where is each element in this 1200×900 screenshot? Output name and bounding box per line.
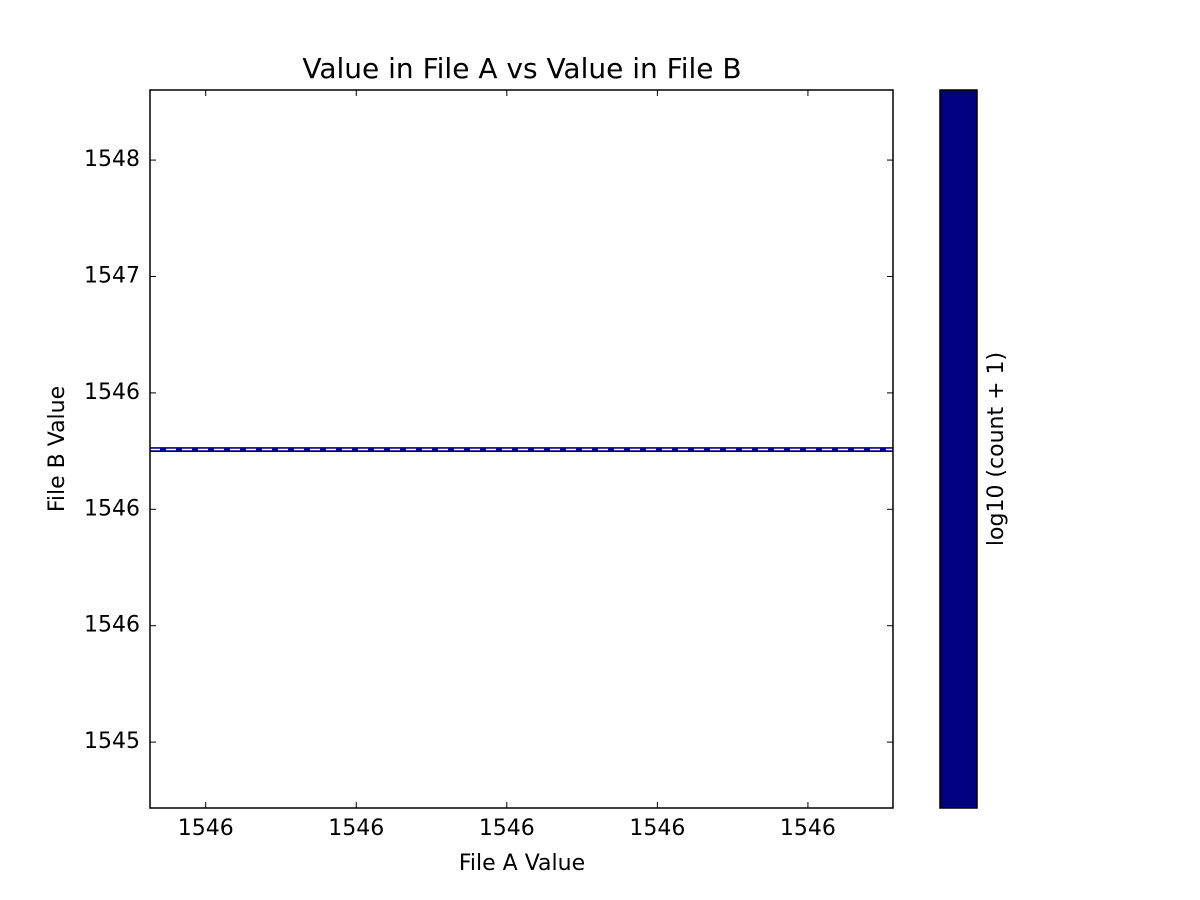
x-tick-label: 1546 [178, 816, 234, 841]
x-tick-label: 1546 [780, 816, 836, 841]
y-tick-label: 1546 [84, 380, 140, 405]
chart-title: Value in File A vs Value in File B [302, 52, 741, 85]
y-tick-label: 1547 [84, 263, 140, 288]
x-tick-label: 1546 [479, 816, 535, 841]
y-tick-label: 1548 [84, 147, 140, 172]
y-axis-label: File B Value [45, 386, 70, 512]
y-tick-label: 1545 [84, 729, 140, 754]
axes-frame [149, 89, 894, 809]
y-tick-label: 1546 [84, 613, 140, 638]
x-tick-label: 1546 [629, 816, 685, 841]
x-tick-label: 1546 [328, 816, 384, 841]
colorbar-label: log10 (count + 1) [984, 352, 1009, 546]
x-axis-label: File A Value [459, 851, 585, 876]
colorbar [939, 89, 978, 809]
y-tick-label: 1546 [84, 496, 140, 521]
